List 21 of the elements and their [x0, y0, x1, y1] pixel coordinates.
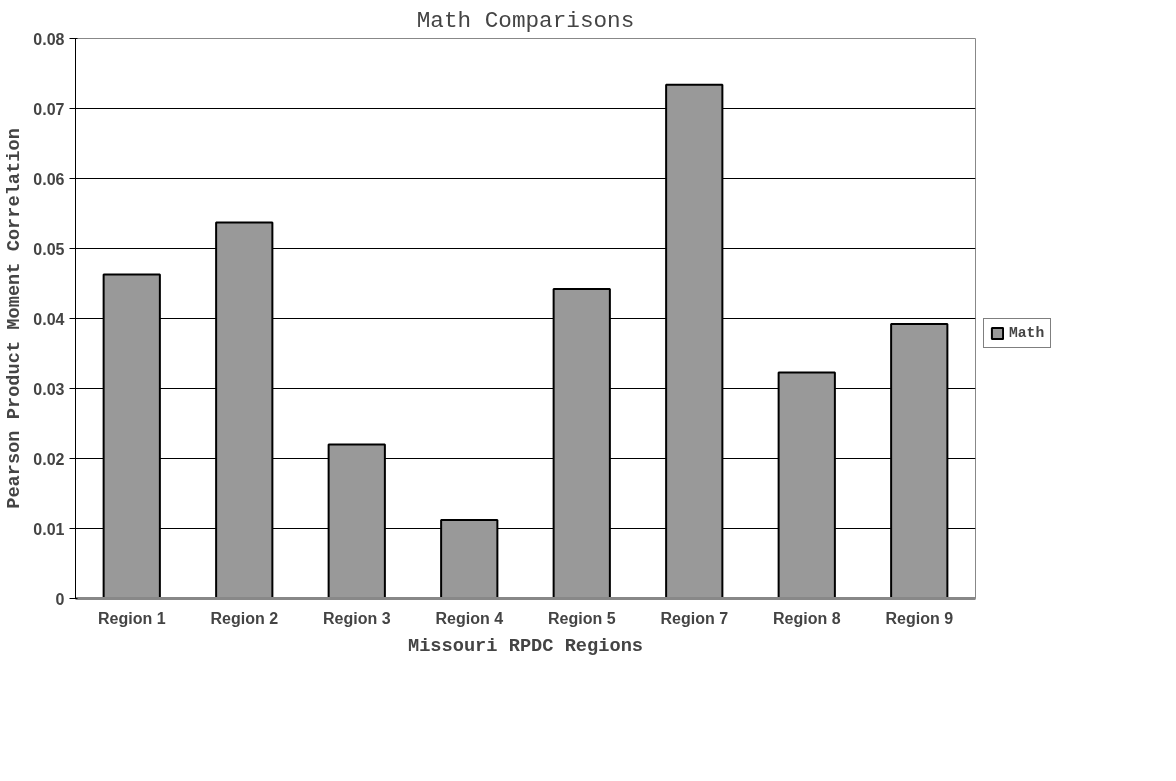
- x-tick-label: Region 8: [772, 609, 841, 627]
- chart-title: Math Comparisons: [416, 7, 635, 34]
- y-tick-label: 0.03: [33, 380, 65, 398]
- y-tick-label: 0: [55, 590, 65, 608]
- y-tick-label: 0.02: [33, 450, 65, 468]
- x-tick-label: Region 9: [885, 609, 954, 627]
- x-axis-title: Missouri RPDC Regions: [407, 634, 644, 657]
- y-tick-label: 0.08: [33, 30, 65, 48]
- x-tick-label: Region 5: [547, 609, 616, 627]
- y-tick-label: 0.01: [33, 520, 65, 538]
- y-tick-label: 0.06: [33, 170, 65, 188]
- y-tick-label: 0.05: [33, 240, 65, 258]
- y-axis-title: Pearson Product Moment Correlation: [3, 128, 26, 509]
- x-tick-label: Region 3: [322, 609, 391, 627]
- x-tick-label: Region 2: [210, 609, 279, 627]
- y-tick-label: 0.07: [33, 100, 65, 118]
- legend-label: Math: [1009, 325, 1045, 341]
- x-tick-label: Region 1: [97, 609, 166, 627]
- x-tick-label: Region 4: [435, 609, 504, 627]
- x-tick-label: Region 7: [660, 609, 729, 627]
- y-tick-label: 0.04: [33, 310, 65, 328]
